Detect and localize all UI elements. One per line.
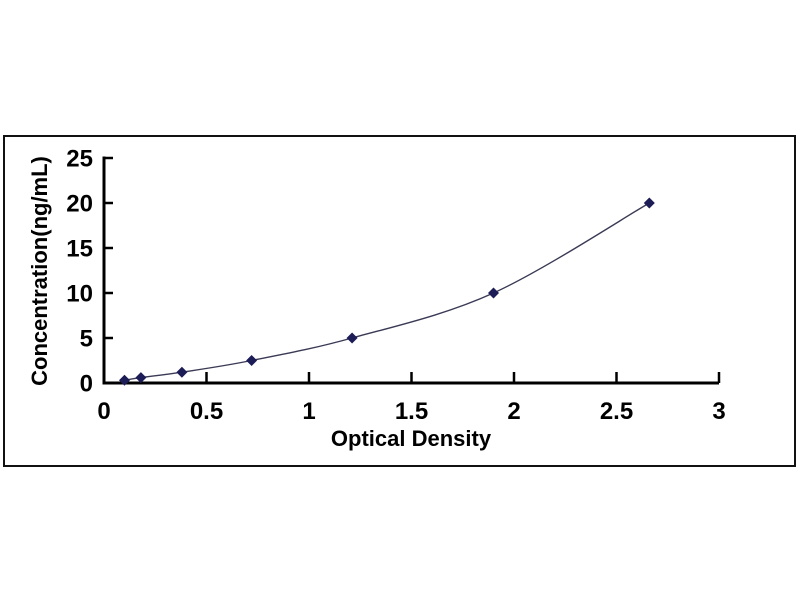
y-tick-label: 25 (66, 146, 93, 173)
data-points (119, 197, 655, 386)
x-tick-label: 1 (302, 398, 315, 425)
axes (102, 156, 719, 385)
x-tick-label: 0 (97, 398, 110, 425)
x-tick-label: 2 (507, 398, 520, 425)
y-tick-label: 10 (66, 281, 93, 308)
data-point-marker (643, 197, 655, 209)
x-tick-label: 1.5 (395, 398, 428, 425)
y-tick-label: 0 (80, 371, 93, 398)
data-point-marker (135, 372, 147, 384)
y-tick-label: 20 (66, 191, 93, 218)
data-point-marker (346, 332, 358, 344)
x-axis-title: Optical Density (331, 426, 492, 451)
chart-border (3, 135, 796, 467)
axis-lines (102, 156, 719, 385)
data-point-marker (246, 355, 258, 366)
y-axis-title: Concentration(ng/mL) (27, 156, 52, 386)
x-tick-label: 0.5 (190, 398, 223, 425)
axis-tick-labels: 0 5 10 15 20 25 0 0.5 1 1.5 2 2.5 3 (66, 146, 725, 426)
axis-ticks (102, 156, 721, 385)
curve-line (124, 202, 650, 381)
x-tick-label: 2.5 (600, 398, 633, 425)
y-tick-label: 5 (80, 326, 93, 353)
data-point-marker (119, 374, 130, 386)
data-point-marker (488, 287, 499, 299)
x-tick-label: 3 (712, 398, 725, 425)
y-tick-label: 15 (66, 236, 93, 263)
data-point-marker (176, 366, 188, 378)
